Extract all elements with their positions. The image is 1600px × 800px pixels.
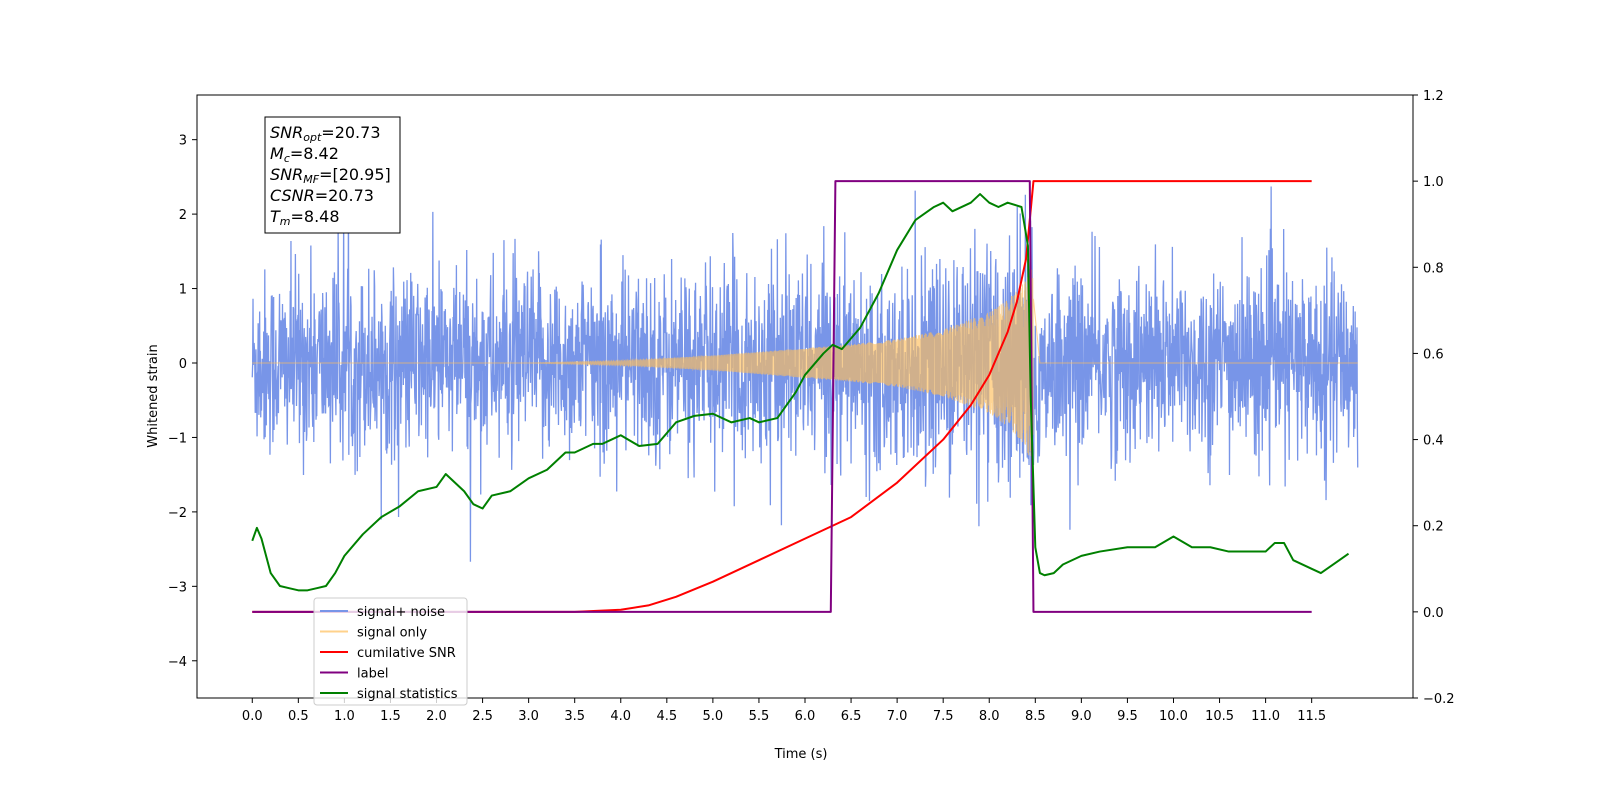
annotation-line: CSNR=20.73 — [270, 186, 374, 205]
y2-tick-label: 0.0 — [1423, 606, 1444, 621]
x-tick-label: 6.5 — [841, 709, 862, 724]
annotation-box: SNRopt=20.73Mc=8.42SNRMF=[20.95]CSNR=20.… — [264, 116, 401, 234]
x-tick-label: 4.5 — [656, 709, 677, 724]
x-tick-label: 3.5 — [564, 709, 585, 724]
y2-tick-label: 0.6 — [1423, 347, 1444, 362]
x-tick-label: 9.5 — [1117, 709, 1138, 724]
series-signal-statistics — [251, 193, 1350, 592]
x-tick-label: 6.0 — [795, 709, 816, 724]
y-tick-label: −3 — [168, 580, 187, 595]
x-tick-label: 5.5 — [749, 709, 770, 724]
x-tick-label: 2.0 — [426, 709, 447, 724]
legend-signal-noise-label: signal+ noise — [357, 605, 445, 620]
x-tick-label: 5.0 — [703, 709, 724, 724]
x-tick-label: 11.0 — [1251, 709, 1280, 724]
x-tick-label: 0.5 — [288, 709, 309, 724]
annotation-line: Mc=8.42 — [270, 144, 339, 165]
x-tick-label: 1.0 — [334, 709, 355, 724]
legend-label-label: label — [357, 667, 388, 682]
legend-signal-statistics-label: signal statistics — [357, 687, 458, 702]
y-tick-label: 3 — [179, 134, 187, 149]
x-tick-label: 10.5 — [1205, 709, 1234, 724]
plot-area — [251, 180, 1359, 613]
y-tick-label: 0 — [179, 357, 187, 372]
y-axis-label: Whitened strain — [146, 344, 161, 447]
y2-tick-label: 0.2 — [1423, 520, 1444, 535]
y2-tick-label: 0.8 — [1423, 261, 1444, 276]
legend-frame — [313, 597, 468, 706]
x-tick-label: 10.0 — [1159, 709, 1188, 724]
axes: 0.0 0.5 1.0 1.5 2.0 2.5 3.0 3.5 4.0 4.5 5.0 5.5 6.0 6… — [168, 89, 1455, 724]
y-tick-label: 2 — [179, 208, 187, 223]
x-tick-label: 3.0 — [518, 709, 539, 724]
y-tick-label: 1 — [179, 283, 187, 298]
x-tick-label: 0.0 — [242, 709, 263, 724]
x-tick-label: 8.5 — [1025, 709, 1046, 724]
x-tick-label: 2.5 — [472, 709, 493, 724]
y-tick-label: −4 — [168, 655, 187, 670]
y2-tick-label: 1.0 — [1423, 175, 1444, 190]
y-tick-label: −2 — [168, 506, 187, 521]
x-tick-label: 1.5 — [380, 709, 401, 724]
y-tick-label: −1 — [168, 431, 187, 446]
annotation-frame — [264, 116, 401, 234]
annotation-line: SNRopt=20.73 — [270, 123, 381, 144]
x-tick-label: 11.5 — [1297, 709, 1326, 724]
legend-cumulative-snr-label: cumilative SNR — [357, 646, 456, 661]
x-tick-label: 7.5 — [933, 709, 954, 724]
y2-tick-label: 0.4 — [1423, 434, 1444, 449]
series-signal-only — [252, 269, 1358, 456]
y2-tick-label: 1.2 — [1423, 89, 1444, 104]
series-signal-noise — [251, 186, 1359, 562]
y2-tick-label: −0.2 — [1423, 692, 1455, 707]
series-cumulative-snr — [252, 180, 1312, 613]
annotation-line: Tm=8.48 — [270, 207, 340, 228]
x-tick-label: 7.0 — [887, 709, 908, 724]
x-tick-label: 8.0 — [979, 709, 1000, 724]
x-tick-label: 4.0 — [610, 709, 631, 724]
legend: signal+ noise signal only cumilative SNR la… — [313, 597, 468, 706]
legend-signal-only-label: signal only — [357, 626, 427, 641]
annotation-line: SNRMF=[20.95] — [270, 165, 391, 186]
x-axis-label: Time (s) — [774, 747, 828, 762]
series-label — [252, 180, 1312, 613]
x-tick-label: 9.0 — [1071, 709, 1092, 724]
